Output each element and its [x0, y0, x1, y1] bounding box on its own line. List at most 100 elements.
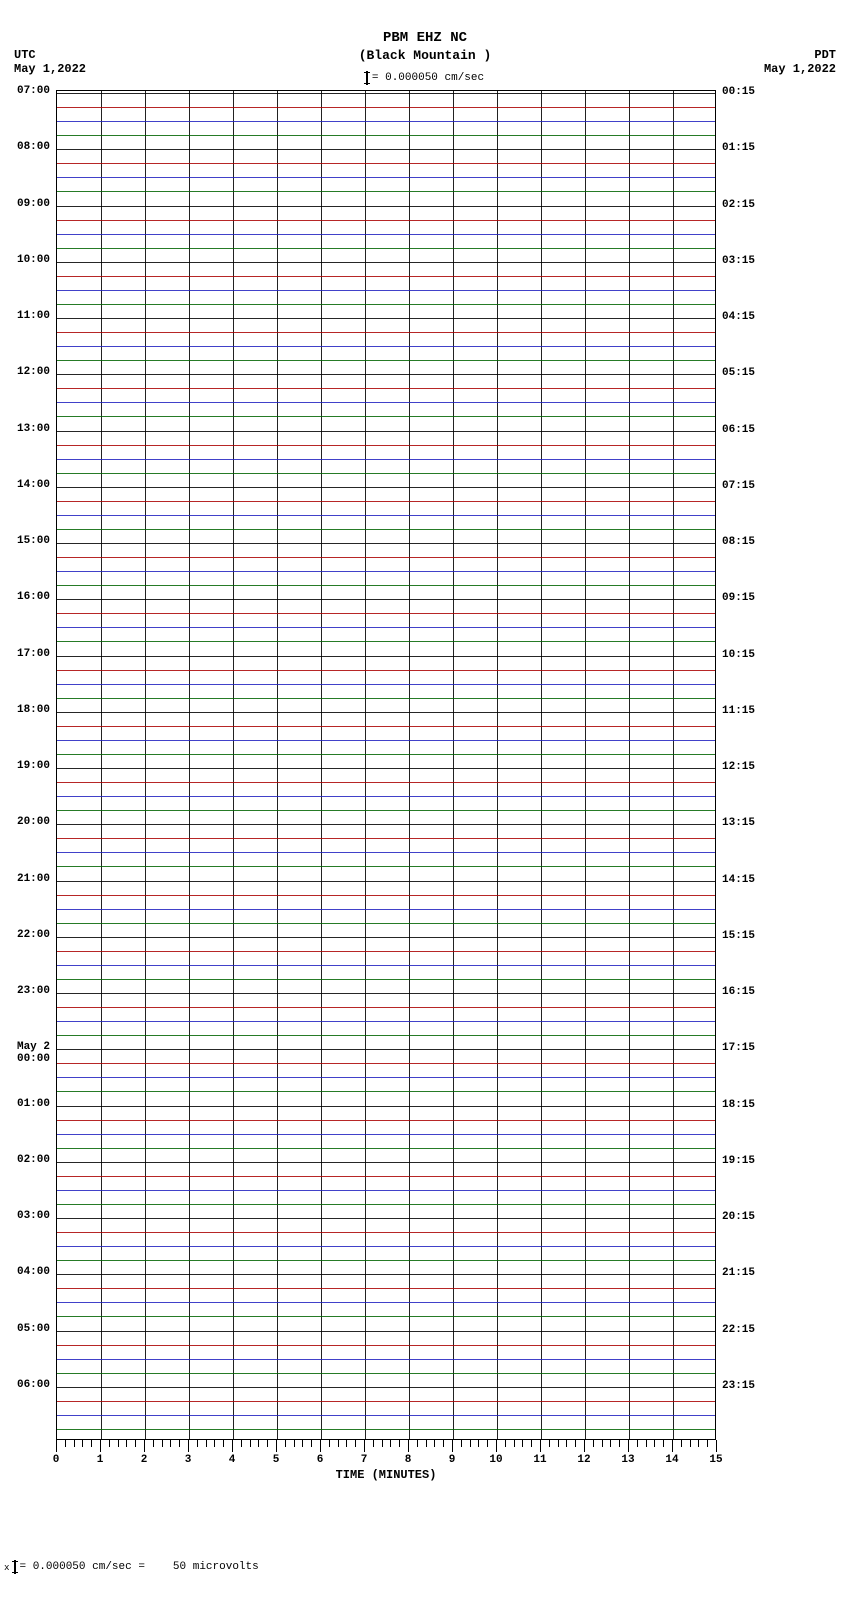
xtick-label: 9 [449, 1454, 456, 1466]
trace-baseline [57, 121, 715, 122]
xtick-minor [373, 1440, 374, 1447]
xtick-minor [65, 1440, 66, 1447]
xtick-minor [382, 1440, 383, 1447]
trace-baseline [57, 487, 715, 488]
header-scale: = 0.000050 cm/sec [366, 71, 484, 85]
trace-baseline [57, 191, 715, 192]
utc-time-label: 09:00 [17, 199, 50, 211]
date-left: May 1,2022 [14, 62, 86, 76]
tz-left: UTC [14, 48, 36, 62]
xtick-minor [267, 1440, 268, 1447]
trace-baseline [57, 93, 715, 94]
x-axis: TIME (MINUTES) 0123456789101112131415 [56, 1440, 716, 1480]
trace-baseline [57, 810, 715, 811]
trace-baseline [57, 881, 715, 882]
tz-right: PDT [814, 48, 836, 62]
trace-baseline [57, 627, 715, 628]
xtick-minor [646, 1440, 647, 1447]
xtick-major [364, 1440, 365, 1452]
utc-time-label: 03:00 [17, 1211, 50, 1223]
xtick-minor [654, 1440, 655, 1447]
xtick-minor [285, 1440, 286, 1447]
trace-baseline [57, 782, 715, 783]
trace-baseline [57, 135, 715, 136]
pdt-time-label: 20:15 [722, 1211, 755, 1223]
utc-time-label: 07:00 [17, 86, 50, 98]
xtick-major [276, 1440, 277, 1452]
trace-baseline [57, 557, 715, 558]
pdt-time-label: 14:15 [722, 874, 755, 886]
pdt-time-label: 02:15 [722, 199, 755, 211]
xtick-label: 5 [273, 1454, 280, 1466]
xtick-minor [443, 1440, 444, 1447]
trace-baseline [57, 332, 715, 333]
xtick-label: 0 [53, 1454, 60, 1466]
pdt-time-label: 05:15 [722, 367, 755, 379]
utc-time-label: 21:00 [17, 874, 50, 886]
trace-baseline [57, 965, 715, 966]
xtick-minor [399, 1440, 400, 1447]
xtick-label: 1 [97, 1454, 104, 1466]
xtick-major [628, 1440, 629, 1452]
trace-baseline [57, 431, 715, 432]
utc-time-label: 19:00 [17, 761, 50, 773]
xtick-minor [426, 1440, 427, 1447]
footer-prefix: x [4, 1562, 10, 1573]
trace-baseline [57, 1148, 715, 1149]
trace-baseline [57, 1302, 715, 1303]
trace-baseline [57, 585, 715, 586]
trace-baseline [57, 1035, 715, 1036]
pdt-time-label: 00:15 [722, 86, 755, 98]
trace-baseline [57, 346, 715, 347]
trace-baseline [57, 1106, 715, 1107]
trace-baseline [57, 529, 715, 530]
utc-time-label: 18:00 [17, 705, 50, 717]
x-axis-title: TIME (MINUTES) [336, 1468, 437, 1482]
xtick-minor [250, 1440, 251, 1447]
trace-baseline [57, 951, 715, 952]
trace-baseline [57, 1021, 715, 1022]
pdt-time-label: 10:15 [722, 649, 755, 661]
trace-baseline [57, 641, 715, 642]
pdt-time-label: 03:15 [722, 255, 755, 267]
pdt-time-label: 17:15 [722, 1042, 755, 1054]
xtick-minor [338, 1440, 339, 1447]
xtick-minor [602, 1440, 603, 1447]
trace-baseline [57, 1204, 715, 1205]
trace-baseline [57, 1274, 715, 1275]
trace-baseline [57, 599, 715, 600]
trace-baseline [57, 979, 715, 980]
xtick-minor [355, 1440, 356, 1447]
xtick-minor [566, 1440, 567, 1447]
utc-time-label: 16:00 [17, 592, 50, 604]
xtick-minor [109, 1440, 110, 1447]
xtick-minor [179, 1440, 180, 1447]
footer-text2: 50 microvolts [173, 1561, 259, 1573]
xtick-label: 11 [533, 1454, 546, 1466]
xtick-minor [91, 1440, 92, 1447]
xtick-minor [170, 1440, 171, 1447]
xtick-minor [549, 1440, 550, 1447]
xtick-major [496, 1440, 497, 1452]
xtick-minor [593, 1440, 594, 1447]
scale-value: = 0.000050 cm/sec [372, 72, 484, 84]
xtick-minor [461, 1440, 462, 1447]
xtick-minor [311, 1440, 312, 1447]
trace-baseline [57, 726, 715, 727]
trace-baseline [57, 1049, 715, 1050]
xtick-minor [241, 1440, 242, 1447]
xtick-minor [478, 1440, 479, 1447]
horizontal-traces [57, 91, 715, 1439]
trace-baseline [57, 473, 715, 474]
pdt-time-label: 08:15 [722, 536, 755, 548]
utc-time-label: 22:00 [17, 930, 50, 942]
pdt-time-label: 04:15 [722, 311, 755, 323]
trace-baseline [57, 670, 715, 671]
xtick-label: 12 [577, 1454, 590, 1466]
xtick-minor [690, 1440, 691, 1447]
trace-baseline [57, 234, 715, 235]
trace-baseline [57, 1232, 715, 1233]
xtick-minor [575, 1440, 576, 1447]
trace-baseline [57, 571, 715, 572]
xtick-major [56, 1440, 57, 1452]
